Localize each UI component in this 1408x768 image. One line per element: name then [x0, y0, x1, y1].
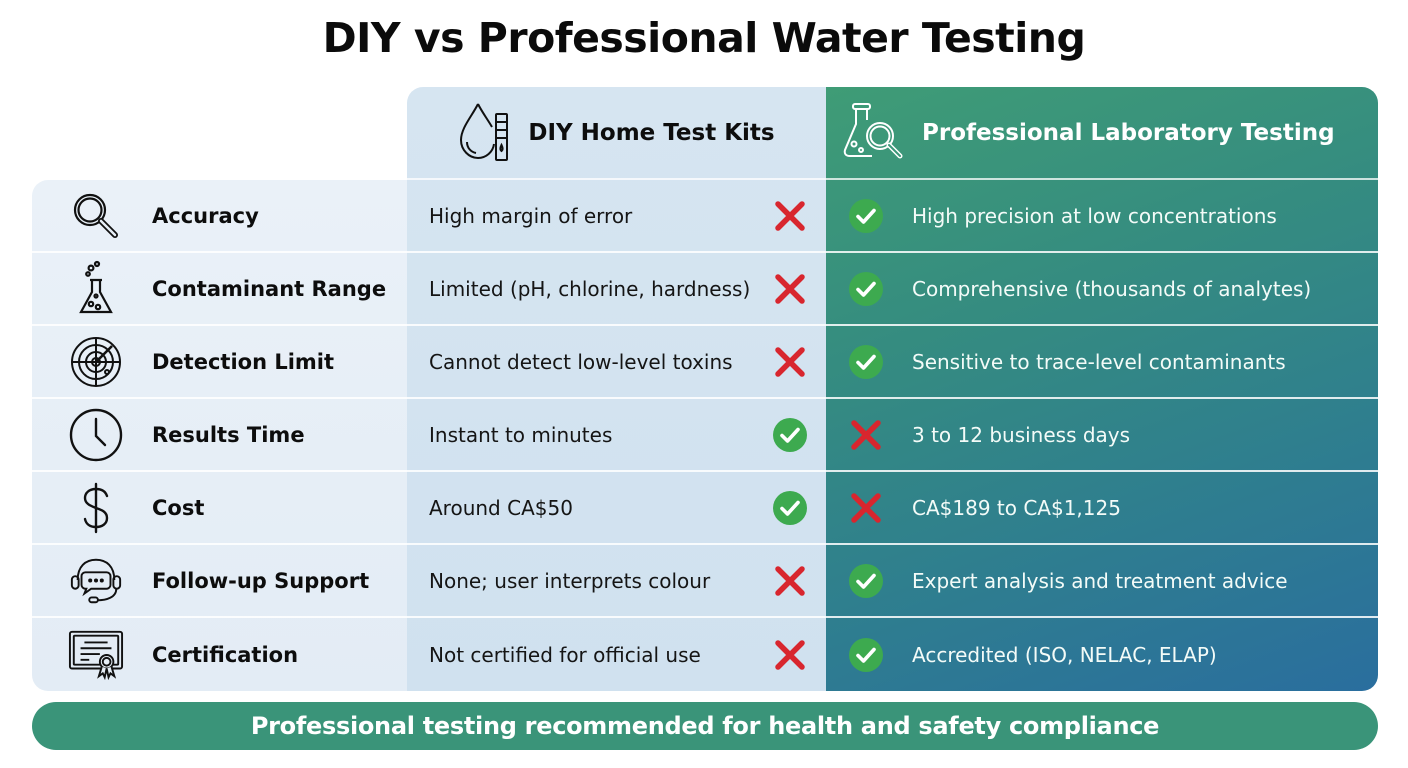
professional-row: Accredited (ISO, NELAC, ELAP) — [826, 618, 1378, 691]
diy-row: Not certified for official use — [407, 618, 826, 691]
check-icon — [772, 417, 808, 453]
criteria-row-cost: Cost — [32, 472, 407, 545]
diy-column: DIY Home Test Kits High margin of error … — [407, 87, 826, 691]
cross-icon — [848, 490, 884, 526]
criteria-row-accuracy: Accuracy — [32, 180, 407, 253]
cross-icon — [772, 637, 808, 673]
cross-icon — [772, 563, 808, 599]
criteria-row-certification: Certification — [32, 618, 407, 691]
certificate-icon — [68, 627, 124, 683]
diy-value: Not certified for official use — [429, 642, 701, 667]
criteria-label: Follow-up Support — [152, 568, 370, 593]
diy-row: Instant to minutes — [407, 399, 826, 472]
criteria-label: Certification — [152, 642, 299, 667]
headset-chat-icon — [68, 553, 124, 609]
professional-value: Accredited (ISO, NELAC, ELAP) — [912, 642, 1217, 667]
diy-value: Limited (pH, chlorine, hardness) — [429, 276, 751, 301]
professional-row: High precision at low concentrations — [826, 180, 1378, 253]
check-icon — [848, 637, 884, 673]
cross-icon — [772, 198, 808, 234]
professional-value: Expert analysis and treatment advice — [912, 568, 1288, 593]
check-icon — [848, 563, 884, 599]
criteria-label: Results Time — [152, 422, 305, 447]
professional-value: Comprehensive (thousands of analytes) — [912, 276, 1312, 301]
recommendation-text: Professional testing recommended for hea… — [250, 712, 1160, 740]
criteria-row-detection-limit: Detection Limit — [32, 326, 407, 399]
diy-row: None; user interprets colour — [407, 545, 826, 618]
recommendation-banner: Professional testing recommended for hea… — [32, 702, 1378, 750]
diy-value: Instant to minutes — [429, 422, 613, 447]
cross-icon — [772, 344, 808, 380]
check-icon — [848, 271, 884, 307]
professional-row: Comprehensive (thousands of analytes) — [826, 253, 1378, 326]
dollar-icon — [68, 480, 124, 536]
radar-icon — [68, 334, 124, 390]
criteria-column: Accuracy Contaminant Range Detection L — [32, 180, 407, 691]
criteria-row-results-time: Results Time — [32, 399, 407, 472]
page-title: DIY vs Professional Water Testing — [322, 14, 1086, 62]
criteria-label: Contaminant Range — [152, 276, 387, 301]
professional-column: Professional Laboratory Testing High pre… — [826, 87, 1378, 691]
criteria-label: Cost — [152, 495, 205, 520]
clock-icon — [68, 407, 124, 463]
diy-row: Around CA$50 — [407, 472, 826, 545]
check-icon — [848, 344, 884, 380]
professional-value: Sensitive to trace-level contaminants — [912, 349, 1286, 374]
flask-magnifier-icon — [842, 100, 908, 166]
criteria-label: Accuracy — [152, 203, 259, 228]
diy-value: Around CA$50 — [429, 495, 573, 520]
magnifier-icon — [68, 188, 124, 244]
comparison-table: Accuracy Contaminant Range Detection L — [32, 87, 1378, 691]
diy-row: High margin of error — [407, 180, 826, 253]
diy-value: High margin of error — [429, 203, 633, 228]
professional-value: CA$189 to CA$1,125 — [912, 495, 1121, 520]
professional-row: Sensitive to trace-level contaminants — [826, 326, 1378, 399]
criteria-row-follow-up-support: Follow-up Support — [32, 545, 407, 618]
water-drop-test-strip-icon — [458, 100, 514, 166]
criteria-label: Detection Limit — [152, 349, 335, 374]
diy-value: Cannot detect low-level toxins — [429, 349, 733, 374]
diy-column-title: DIY Home Test Kits — [528, 119, 775, 146]
flask-bubbles-icon — [68, 260, 124, 317]
check-icon — [772, 490, 808, 526]
diy-value: None; user interprets colour — [429, 568, 711, 593]
professional-row: CA$189 to CA$1,125 — [826, 472, 1378, 545]
diy-row: Cannot detect low-level toxins — [407, 326, 826, 399]
diy-column-header: DIY Home Test Kits — [407, 87, 826, 180]
cross-icon — [848, 417, 884, 453]
criteria-row-contaminant-range: Contaminant Range — [32, 253, 407, 326]
professional-row: Expert analysis and treatment advice — [826, 545, 1378, 618]
diy-row: Limited (pH, chlorine, hardness) — [407, 253, 826, 326]
professional-value: 3 to 12 business days — [912, 422, 1131, 447]
professional-column-header: Professional Laboratory Testing — [826, 87, 1378, 180]
professional-column-title: Professional Laboratory Testing — [922, 119, 1335, 146]
cross-icon — [772, 271, 808, 307]
professional-row: 3 to 12 business days — [826, 399, 1378, 472]
check-icon — [848, 198, 884, 234]
professional-value: High precision at low concentrations — [912, 203, 1277, 228]
